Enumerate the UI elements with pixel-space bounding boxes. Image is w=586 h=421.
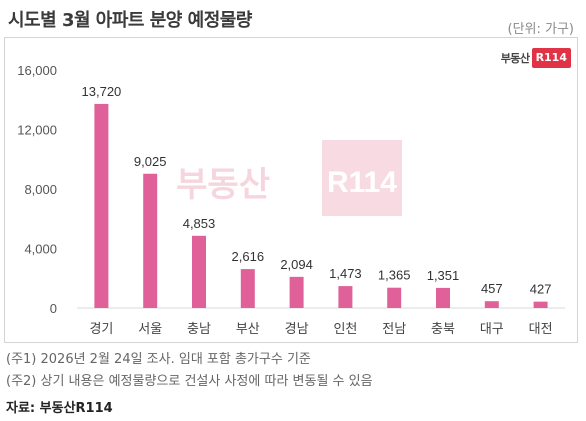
logo-text: 부동산	[500, 52, 530, 65]
bar-value-label: 1,473	[329, 266, 362, 281]
chart-frame: 부동산 R114 0 4,000 8,000 12,000 16,000 13,720 9…	[4, 37, 578, 343]
bar	[289, 276, 304, 308]
y-tick-label: 0	[50, 301, 57, 316]
watermark-text: 부동산	[176, 166, 270, 204]
footnotes: (주1) 2026년 2월 24일 조사. 임대 포함 총가구수 기준 (주2)…	[6, 349, 373, 393]
bar-value-label: 427	[530, 282, 552, 297]
x-tick-label: 경남	[285, 322, 309, 337]
unit-label: (단위: 가구)	[507, 22, 575, 37]
y-axis: 0 4,000 8,000 12,000 16,000	[17, 63, 57, 316]
bar-value-label: 457	[481, 281, 503, 296]
x-tick-label: 대구	[480, 322, 504, 337]
x-tick-label: 경기	[89, 322, 113, 337]
bars	[94, 103, 548, 308]
logo-badge: R114	[531, 48, 571, 68]
bar-value-label: 1,351	[427, 268, 460, 283]
y-tick-label: 8,000	[24, 182, 57, 197]
bar-value-label: 2,616	[232, 249, 265, 264]
bar-value-label: 13,720	[82, 84, 122, 99]
x-tick-label: 대전	[529, 322, 553, 337]
bar-chart: 부동산 R114 0 4,000 8,000 12,000 16,000 13,720 9…	[17, 63, 565, 337]
watermark-badge	[322, 140, 402, 216]
x-tick-label: 충남	[187, 322, 211, 337]
bar	[338, 286, 353, 308]
bar	[192, 235, 206, 308]
bar-value-label: 1,365	[378, 268, 411, 283]
y-tick-label: 16,000	[17, 63, 57, 78]
bar	[484, 301, 499, 308]
x-tick-label: 부산	[236, 322, 260, 337]
footnote-1: (주1) 2026년 2월 24일 조사. 임대 포함 총가구수 기준	[6, 352, 311, 367]
y-tick-label: 12,000	[17, 123, 57, 138]
bar	[387, 287, 402, 308]
bar	[533, 301, 548, 308]
watermark-badge-text: R114	[327, 166, 397, 199]
brand-logo: 부동산 R114	[501, 47, 571, 69]
bar-value-label: 4,853	[183, 216, 216, 231]
x-tick-label: 충북	[431, 322, 455, 337]
watermark: 부동산 R114	[176, 140, 402, 216]
bar	[94, 103, 109, 308]
footnote-2: (주2) 상기 내용은 예정물량으로 건설사 사정에 따라 변동될 수 있음	[6, 374, 373, 389]
chart-title: 시도별 3월 아파트 분양 예정물량	[8, 10, 252, 31]
x-tick-label: 전남	[382, 322, 406, 337]
y-tick-label: 4,000	[24, 242, 57, 257]
bar	[143, 173, 158, 308]
bar-value-label: 9,025	[134, 154, 167, 169]
bar	[436, 287, 450, 308]
source-label: 자료: 부동산R114	[6, 401, 113, 416]
value-labels: 13,720 9,025 4,853 2,616 2,094 1,473 1,365 1,35…	[82, 84, 552, 297]
x-tick-label: 서울	[138, 322, 162, 337]
x-tick-label: 인천	[333, 322, 357, 337]
x-axis: 경기 서울 충남 부산 경남 인천 전남 충북 대구 대전	[89, 322, 552, 337]
bar	[240, 269, 255, 308]
bar-value-label: 2,094	[280, 257, 313, 272]
